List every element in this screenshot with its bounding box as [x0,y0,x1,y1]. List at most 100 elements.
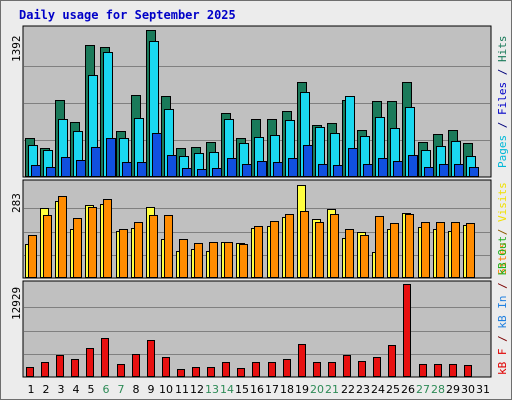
requests-legend-part-4: / [496,62,509,82]
requests-bar-pages-20 [318,164,328,177]
traffic-bar-sites-18 [285,214,294,278]
kbytes-bar-kb-f-16 [252,362,260,377]
kbytes-bar-kb-f-24 [373,357,381,377]
traffic-bar-sites-11 [179,239,188,278]
requests-bar-pages-3 [61,157,71,177]
day-label-6: 6 [103,383,110,396]
requests-bar-pages-27 [424,167,434,177]
traffic-bar-sites-12 [194,243,203,278]
kbytes-bar-kb-f-9 [147,340,155,377]
kbytes-bar-kb-f-25 [388,345,396,377]
kbytes-max-label: 12929 [10,286,23,320]
day-label-10: 10 [159,383,173,396]
traffic-max-label: 283 [10,193,23,213]
traffic-bar-sites-26 [405,214,414,278]
kbytes-bar-kb-f-10 [162,357,170,377]
kbytes-bar-kb-f-13 [207,367,215,377]
kbytes-bar-kb-f-21 [328,362,336,377]
requests-bar-pages-21 [333,165,343,177]
traffic-bar-sites-7 [119,229,128,278]
requests-bar-pages-23 [363,164,373,177]
traffic-bar-sites-14 [224,242,233,278]
requests-bar-pages-25 [393,161,403,177]
traffic-bar-sites-25 [390,223,399,278]
kbytes-legend-part-5: kB Out [496,235,509,276]
requests-bar-pages-15 [242,164,252,177]
requests-bar-pages-24 [378,158,388,177]
kbytes-bar-kb-f-27 [419,364,427,377]
kbytes-bar-kb-f-11 [177,369,185,377]
kbytes-bar-kb-f-18 [283,359,291,377]
kbytes-bar-kb-f-30 [464,365,472,377]
kbytes-bar-kb-f-23 [358,361,366,377]
day-label-23: 23 [356,383,370,396]
requests-bar-pages-10 [167,155,177,177]
kbytes-bar-kb-f-6 [101,338,109,377]
day-label-27: 27 [416,383,430,396]
kbytes-bar-kb-f-12 [192,367,200,377]
requests-bar-pages-30 [469,167,479,177]
traffic-bar-sites-27 [421,222,430,278]
kbytes-bar-kb-f-17 [268,362,276,377]
traffic-bar-sites-1 [28,235,37,278]
requests-bar-pages-12 [197,169,207,177]
requests-bar-pages-22 [348,148,358,177]
day-label-21: 21 [325,383,339,396]
traffic-bar-sites-30 [466,223,475,278]
kbytes-series-legend: kB F / kB In / kB Out [496,236,509,375]
traffic-bar-sites-4 [73,218,82,278]
traffic-bar-sites-16 [254,226,263,278]
kbytes-bar-kb-f-1 [26,367,34,377]
day-label-19: 19 [295,383,309,396]
kbytes-bar-kb-f-5 [86,348,94,377]
requests-bar-pages-17 [273,162,283,177]
requests-legend-part-2: / [496,115,509,135]
day-label-30: 30 [461,383,475,396]
day-label-22: 22 [341,383,355,396]
traffic-bar-sites-23 [360,235,369,278]
kbytes-bar-kb-f-3 [56,355,64,377]
day-label-15: 15 [235,383,249,396]
requests-bar-pages-16 [257,161,267,177]
day-label-26: 26 [401,383,415,396]
day-label-16: 16 [250,383,264,396]
kbytes-bar-kb-f-28 [434,364,442,377]
requests-bar-pages-26 [408,155,418,177]
day-label-13: 13 [205,383,219,396]
requests-bar-pages-7 [122,162,132,177]
day-label-28: 28 [431,383,445,396]
traffic-bar-sites-9 [149,215,158,278]
day-label-4: 4 [73,383,80,396]
traffic-legend-part-3: Visits [496,182,509,222]
day-label-3: 3 [58,383,65,396]
requests-bar-pages-28 [439,164,449,177]
kbytes-bar-kb-f-15 [237,368,245,377]
traffic-bar-sites-24 [375,216,384,278]
kbytes-legend-part-4: / [496,275,509,296]
day-label-24: 24 [371,383,385,396]
kbytes-legend-part-1: kB F [496,348,509,376]
kbytes-bar-kb-f-8 [132,354,140,377]
requests-bar-pages-29 [454,164,464,177]
traffic-bar-sites-5 [88,207,97,278]
day-label-18: 18 [280,383,294,396]
kbytes-bar-kb-f-2 [41,362,49,377]
requests-bar-pages-5 [91,147,101,177]
kbytes-bar-kb-f-14 [222,362,230,377]
requests-bar-pages-13 [212,168,222,177]
traffic-bar-sites-17 [270,221,279,278]
kbytes-bar-kb-f-20 [313,362,321,377]
day-label-1: 1 [28,383,35,396]
requests-bar-pages-8 [137,162,147,177]
day-label-25: 25 [386,383,400,396]
day-label-29: 29 [446,383,460,396]
traffic-bar-sites-22 [345,229,354,278]
kbytes-bar-kb-f-19 [298,344,306,377]
day-label-9: 9 [148,383,155,396]
traffic-bar-sites-28 [436,222,445,278]
kbytes-bar-kb-f-26 [403,284,411,377]
requests-series-legend: Pages / Files / Hits [496,36,509,169]
day-label-12: 12 [190,383,204,396]
kbytes-bar-kb-f-7 [117,364,125,377]
